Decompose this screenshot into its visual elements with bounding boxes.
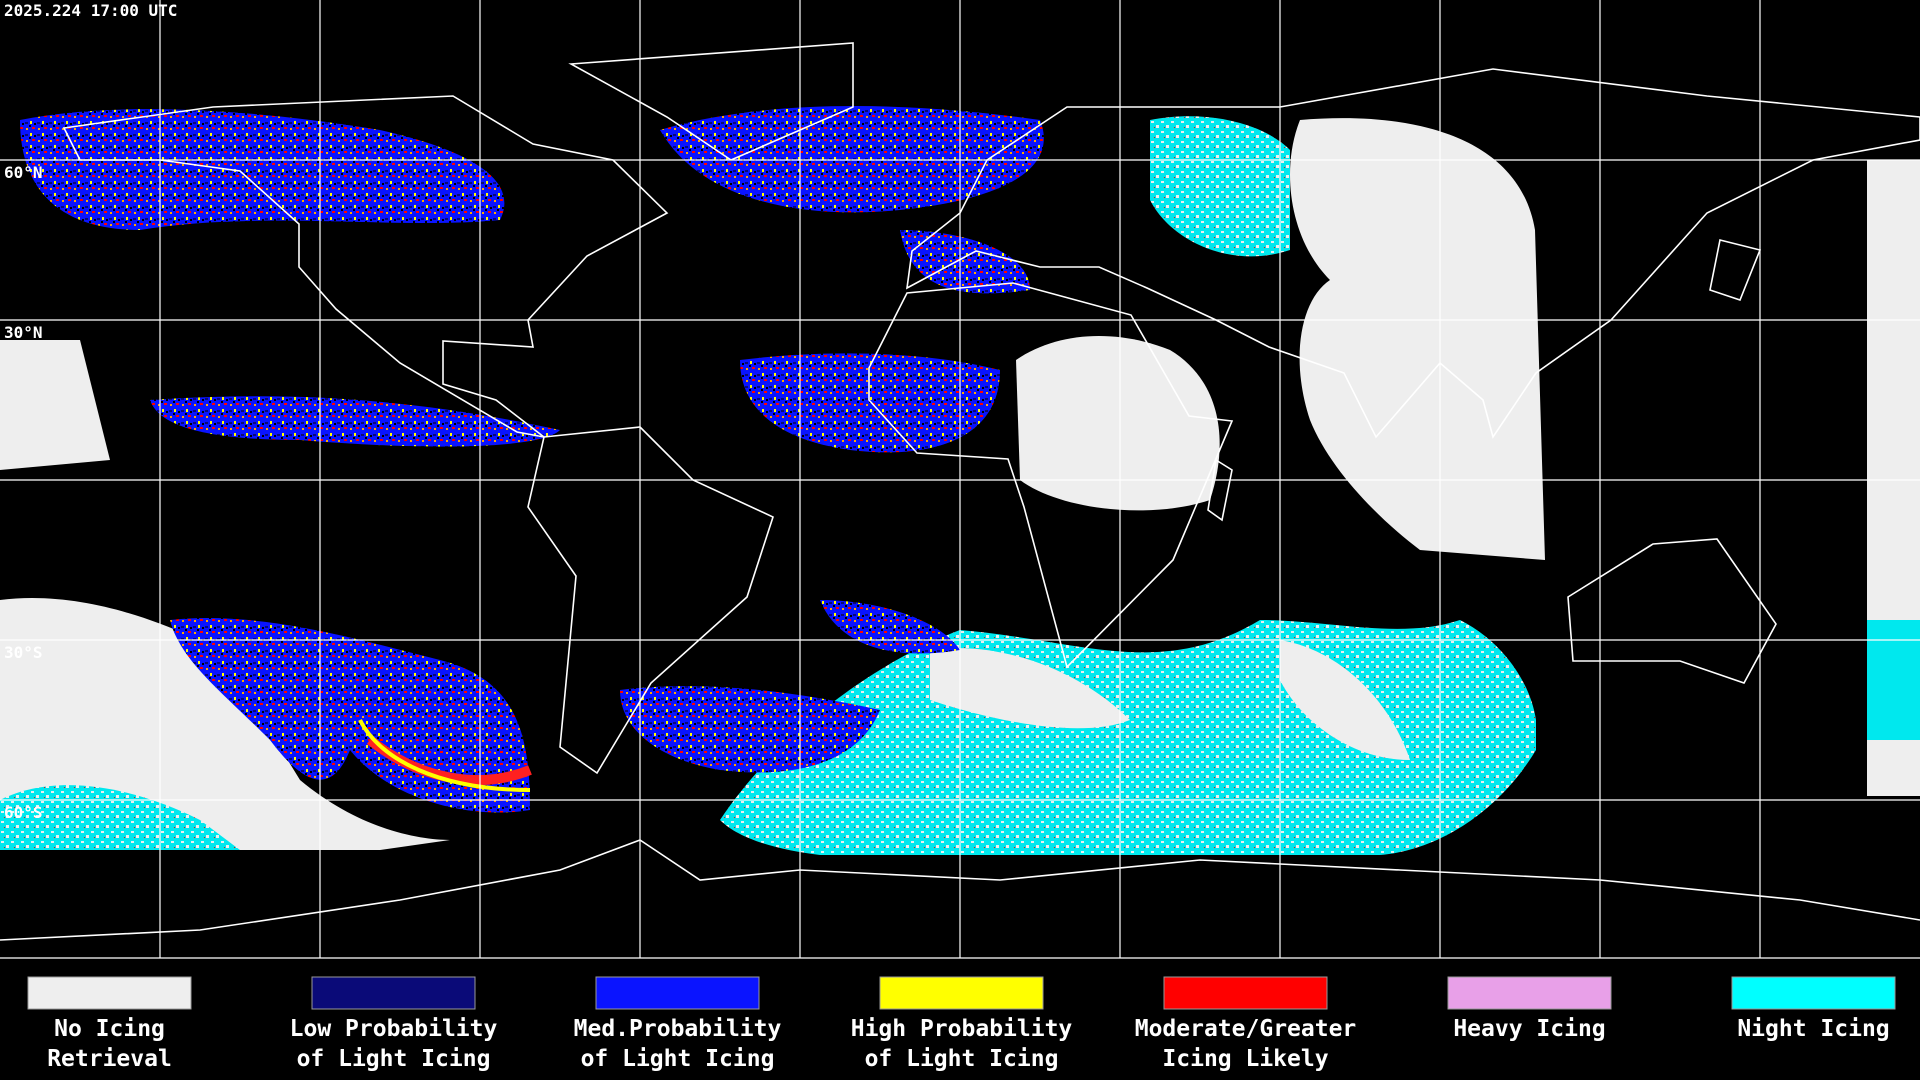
legend-label: High Probability [851, 1016, 1073, 1042]
legend-label: No Icing [54, 1016, 165, 1042]
coastline [905, 68, 1920, 439]
legend-label: Heavy Icing [1453, 1016, 1605, 1042]
graticule [0, 0, 1920, 959]
legend-swatch [595, 976, 760, 1010]
cloud-region [1867, 620, 1920, 740]
cloud-region [1150, 116, 1290, 257]
latitude-label: 60°N [4, 163, 43, 182]
timestamp: 2025.224 17:00 UTC [4, 1, 177, 20]
coastlines [0, 42, 1920, 941]
icing-area [900, 230, 1030, 294]
legend-swatch [1447, 976, 1612, 1010]
coastline [568, 42, 854, 161]
legend-swatch [311, 976, 476, 1010]
cloud-region [0, 785, 240, 850]
legend-label: Med.Probability [574, 1016, 782, 1042]
legend-swatch [27, 976, 192, 1010]
coastline [527, 426, 774, 775]
legend-label: Low Probability [290, 1016, 498, 1042]
legend-swatch [879, 976, 1044, 1010]
legend-swatch [1163, 976, 1328, 1010]
coastline [62, 95, 669, 438]
icing-area [150, 396, 560, 447]
legend-label: Night Icing [1737, 1016, 1889, 1042]
icing-area [620, 686, 880, 773]
latitude-label: 30°S [4, 643, 43, 662]
legend: No Icing Retrieval Low Probability of Light… [27, 976, 1896, 1072]
icing-area [660, 106, 1044, 213]
coastline [1709, 239, 1762, 301]
coastline [1207, 458, 1233, 522]
cloud-region [0, 598, 450, 850]
icing-area [740, 353, 1000, 453]
cloud-retrievals [0, 106, 1920, 855]
cloud-region [1280, 640, 1410, 760]
latitude-label: 60°S [4, 803, 43, 822]
legend-label: of Light Icing [865, 1046, 1059, 1072]
icing-area [20, 109, 505, 230]
legend-label: of Light Icing [297, 1046, 491, 1072]
icing-area [170, 618, 530, 813]
latitude-label: 30°N [4, 323, 43, 342]
legend-swatch [1731, 976, 1896, 1010]
legend-label: Icing Likely [1162, 1046, 1328, 1072]
cloud-region [1290, 118, 1545, 560]
coastline [868, 282, 1234, 669]
legend-label: Moderate/Greater [1135, 1016, 1357, 1042]
legend-label: of Light Icing [581, 1046, 775, 1072]
icing-band [358, 719, 531, 792]
legend-label: Retrieval [47, 1046, 172, 1072]
cloud-region [0, 340, 110, 470]
cloud-region [930, 648, 1130, 729]
latitude-labels: 60°N 30°N 30°S 60°S [4, 163, 43, 822]
